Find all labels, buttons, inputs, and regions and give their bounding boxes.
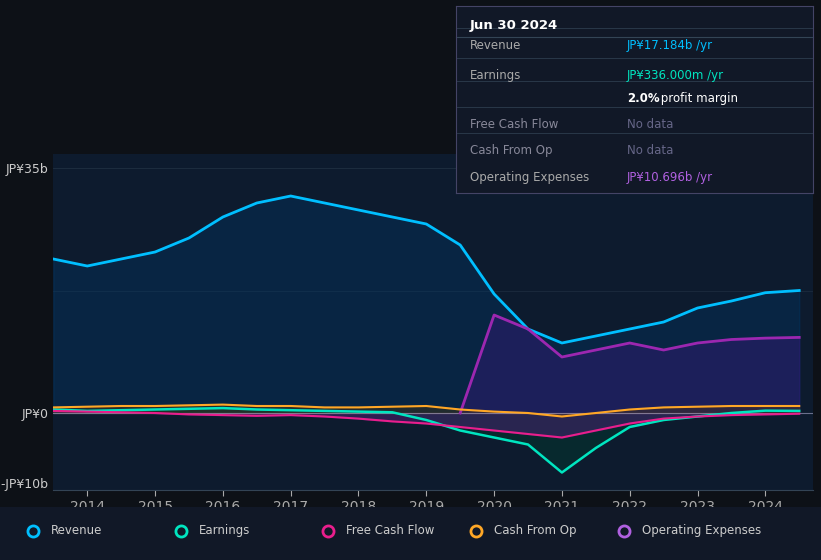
Text: profit margin: profit margin bbox=[658, 92, 738, 105]
Text: Earnings: Earnings bbox=[199, 524, 250, 537]
Text: JP¥10.696b /yr: JP¥10.696b /yr bbox=[627, 171, 713, 184]
Text: 2.0%: 2.0% bbox=[627, 92, 660, 105]
Text: JP¥17.184b /yr: JP¥17.184b /yr bbox=[627, 39, 713, 53]
Text: Free Cash Flow: Free Cash Flow bbox=[470, 118, 558, 131]
Text: Cash From Op: Cash From Op bbox=[470, 144, 553, 157]
Text: Revenue: Revenue bbox=[470, 39, 521, 53]
Text: No data: No data bbox=[627, 118, 673, 131]
Text: No data: No data bbox=[627, 144, 673, 157]
Text: Revenue: Revenue bbox=[51, 524, 103, 537]
Text: Operating Expenses: Operating Expenses bbox=[642, 524, 761, 537]
Text: Jun 30 2024: Jun 30 2024 bbox=[470, 18, 558, 32]
Text: Operating Expenses: Operating Expenses bbox=[470, 171, 589, 184]
Text: Earnings: Earnings bbox=[470, 69, 521, 82]
Text: Cash From Op: Cash From Op bbox=[494, 524, 576, 537]
Text: Free Cash Flow: Free Cash Flow bbox=[346, 524, 435, 537]
Text: JP¥336.000m /yr: JP¥336.000m /yr bbox=[627, 69, 724, 82]
